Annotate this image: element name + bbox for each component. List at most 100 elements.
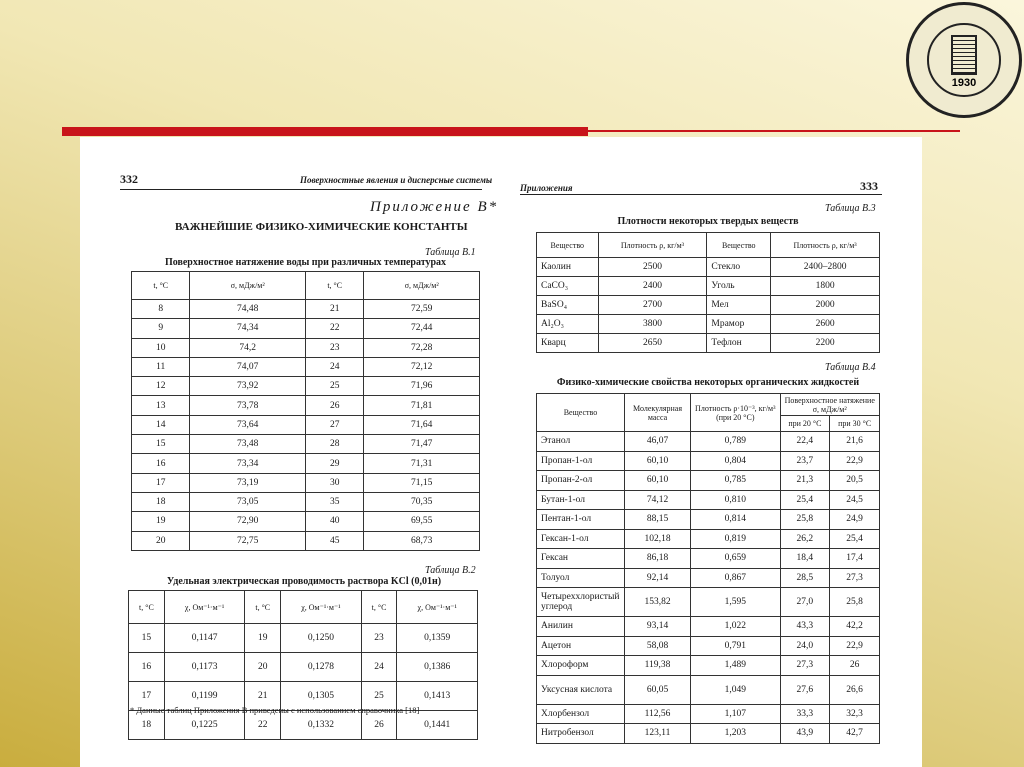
table-row: Пропан-1-ол 60,10 0,804 23,7 22,9	[536, 450, 880, 471]
table-cell: 35	[304, 491, 365, 513]
table-row: 16 73,34 29 71,31	[130, 453, 480, 474]
table-row: Уксусная кислота 60,05 1,049 27,6 26,6	[536, 674, 880, 705]
table-cell: 21,3	[779, 470, 831, 491]
table-cell: t, °С	[128, 590, 165, 624]
table-cell: Стекло	[706, 257, 772, 277]
table-row: 18 73,05 35 70,35	[130, 491, 480, 513]
table-header-row: t, °С σ, мДж/м² t, °С σ, мДж/м²	[130, 271, 480, 300]
table-cell: Анилин	[536, 616, 625, 637]
table-cell: t, °С	[244, 590, 282, 624]
table-cell: 11	[130, 356, 191, 378]
table-cell: 43,3	[779, 616, 831, 637]
table-cell: 86,18	[623, 548, 692, 569]
table-cell: Молекулярная масса	[623, 393, 692, 432]
table-cell: при 20 °С	[779, 415, 831, 432]
table-cell: Вещество	[536, 393, 625, 432]
table-row: 19 72,90 40 69,55	[130, 511, 480, 532]
table-cell: Этанол	[536, 431, 625, 452]
table-kcl-conductivity: t, °С χ, Ом⁻¹·м⁻¹ t, °С χ, Ом⁻¹·м⁻¹ t, °С χ, …	[128, 590, 478, 740]
table-surface-tension-water: t, °С σ, мДж/м² t, °С σ, мДж/м² 8 74,48 21 72,5…	[130, 271, 480, 551]
table-cell: 1,203	[690, 723, 781, 744]
table-row: Каолин 2500 Стекло 2400–2800	[536, 257, 880, 277]
table-cell: 15	[128, 623, 165, 653]
header-rule	[120, 189, 482, 190]
table-cell: 0,791	[690, 635, 781, 656]
table-cell: 25,4	[779, 489, 831, 510]
table-cell: 26,6	[829, 674, 880, 705]
table-cell: Хлорбензол	[536, 703, 625, 724]
table-cell: Плотность ρ·10⁻³, кг/м³ (при 20 °С)	[690, 393, 781, 432]
table-cell: 42,7	[829, 723, 880, 744]
table-cell: 30	[304, 472, 365, 493]
table-cell: 0,810	[690, 489, 781, 510]
table-row: Этанол 46,07 0,789 22,4 21,6	[536, 431, 880, 452]
table-row: Четыреххлористый углерод 153,82 1,595 27,0 2…	[536, 587, 880, 617]
table-row: Хлороформ 119,38 1,489 27,3 26	[536, 655, 880, 676]
table-cell: t, °С	[360, 590, 398, 624]
table-row: Хлорбензол 112,56 1,107 33,3 32,3	[536, 703, 880, 724]
table-cell: 19	[244, 623, 282, 653]
table-cell: 60,05	[623, 674, 692, 705]
table-cell: 74,12	[623, 489, 692, 510]
table-cell: 0,1441	[396, 710, 478, 740]
table-cell: 0,867	[690, 567, 781, 588]
table-cell: 2400	[597, 276, 708, 296]
table-cell: 1,022	[690, 616, 781, 637]
table-cell: 72,90	[189, 511, 306, 532]
table-cell: 0,819	[690, 528, 781, 549]
table-cell: 28	[304, 434, 365, 455]
table-cell: 25,8	[779, 509, 831, 530]
table-cell: 74,2	[189, 337, 306, 358]
table-row: Нитробензол 123,11 1,203 43,9 42,7	[536, 723, 880, 744]
table-cell: Кварц	[536, 333, 599, 353]
table-row: CaCO₃ 2400 Уголь 1800	[536, 276, 880, 296]
table-cell: σ, мДж/м²	[189, 271, 306, 300]
table-cell: CaCO₃	[536, 276, 599, 296]
table2-title: Удельная электрическая проводимость раст…	[166, 576, 442, 587]
table-cell: 0,659	[690, 548, 781, 569]
table-cell: 27,6	[779, 674, 831, 705]
left-running-head: Поверхностные явления и дисперсные систе…	[300, 175, 493, 185]
scanned-book-spread: 332 Поверхностные явления и дисперсные с…	[80, 137, 922, 767]
table-organic-liquids: Вещество Молекулярная масса Плотность ρ·10…	[536, 393, 880, 744]
table-cell: 40	[304, 511, 365, 532]
table-cell: 25	[360, 681, 398, 711]
table-cell: 2650	[597, 333, 708, 353]
table-cell: Al₂O₃	[536, 314, 599, 334]
table-cell: 24,0	[779, 635, 831, 656]
table-cell: Тефлон	[706, 333, 772, 353]
table-header-row: Вещество Плотность ρ, кг/м³ Вещество Плотно…	[536, 232, 880, 258]
table3-label: Таблица В.3	[825, 203, 876, 214]
table-header-row: t, °С χ, Ом⁻¹·м⁻¹ t, °С χ, Ом⁻¹·м⁻¹ t, °С χ, …	[128, 590, 478, 624]
table-cell: при 30 °С	[829, 415, 880, 432]
table-cell: 112,56	[623, 703, 692, 724]
table-cell: Хлороформ	[536, 655, 625, 676]
appendix-title: Приложение В*	[370, 199, 499, 215]
table-cell: 0,1332	[280, 710, 362, 740]
table-cell: 0,1386	[396, 652, 478, 682]
table-row: Бутан-1-ол 74,12 0,810 25,4 24,5	[536, 489, 880, 510]
table-cell: Бутан-1-ол	[536, 489, 625, 510]
table-cell: Уголь	[706, 276, 772, 296]
table-cell: 72,44	[363, 318, 480, 339]
table-row: Гексан-1-ол 102,18 0,819 26,2 25,4	[536, 528, 880, 549]
table-cell: 24,9	[829, 509, 880, 530]
table-cell: Гексан	[536, 548, 625, 569]
table-cell: 20	[244, 652, 282, 682]
table-cell: 1800	[770, 276, 880, 296]
table-cell: 14	[130, 414, 191, 436]
table-cell: 25,4	[829, 528, 880, 549]
table-cell: 71,96	[363, 376, 480, 397]
table-cell: 27,0	[779, 587, 831, 617]
table-cell: 73,78	[189, 395, 306, 416]
table-cell: 25,8	[829, 587, 880, 617]
table-cell: 74,48	[189, 298, 306, 320]
table-cell: 23	[304, 337, 365, 358]
table-cell: 22,9	[829, 635, 880, 656]
table-cell: 17,4	[829, 548, 880, 569]
table-cell: 1,595	[690, 587, 781, 617]
table-cell: χ, Ом⁻¹·м⁻¹	[280, 590, 362, 624]
table-cell: 0,1173	[163, 652, 246, 682]
table-cell: 71,81	[363, 395, 480, 416]
table-cell: 29	[304, 453, 365, 474]
